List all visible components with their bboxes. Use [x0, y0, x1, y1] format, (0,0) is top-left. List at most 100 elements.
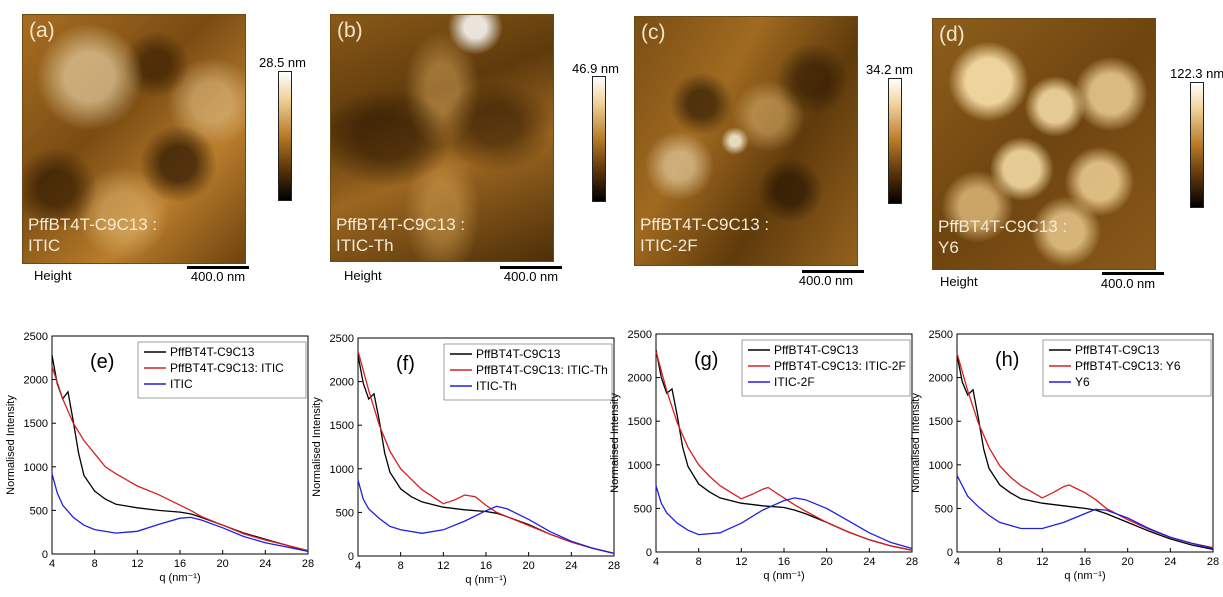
- colorbar-max-label: 34.2 nm: [866, 62, 913, 77]
- afm-panel-c: (c) PffBT4T-C9C13 : ITIC-2F 400.0 nm: [634, 16, 894, 288]
- legend-label: ITIC-2F: [774, 375, 815, 389]
- chart-h-svg: 4 8 12 16 20 24 28 0 500 1000 1500 2000 2500 q (nm⁻¹)…: [910, 329, 1219, 582]
- panel-letter: (b): [337, 19, 363, 42]
- panel-letter: (d): [939, 23, 965, 46]
- sample-label: PffBT4T-C9C13 : Y6: [938, 217, 1068, 257]
- scale-label: 400.0 nm: [798, 273, 854, 288]
- y-tick-label: 1000: [330, 464, 354, 476]
- x-tick-label: 20: [1122, 556, 1134, 568]
- y-axis-label: Normalised Intensity: [5, 395, 17, 495]
- legend-label: PffBT4T-C9C13: [774, 343, 859, 357]
- series-line-2: [357, 479, 615, 555]
- sample-label: PffBT4T-C9C13 : ITIC-2F: [640, 215, 770, 255]
- y-tick-label: 1500: [24, 418, 48, 430]
- y-tick-label: 2000: [929, 373, 953, 385]
- y-tick-label: 500: [935, 503, 953, 515]
- y-tick-label: 0: [947, 547, 953, 559]
- y-axis-label: Normalised Intensity: [311, 397, 323, 497]
- series-line-2: [655, 485, 913, 550]
- y-tick-label: 0: [348, 551, 354, 563]
- series-line-1: [655, 351, 913, 551]
- x-tick-label: 20: [821, 556, 833, 568]
- x-tick-label: 24: [565, 560, 577, 572]
- chart-g: 4 8 12 16 20 24 28 0 500 1000 1500 2000 2500 q (nm⁻¹)…: [604, 326, 922, 588]
- height-label: Height: [34, 268, 72, 283]
- x-tick-label: 8: [997, 556, 1003, 568]
- legend-label: ITIC: [170, 377, 193, 391]
- y-tick-label: 2000: [628, 373, 652, 385]
- x-tick-label: 4: [954, 556, 960, 568]
- x-axis-label: q (nm⁻¹): [763, 570, 804, 582]
- afm-height-image: [22, 14, 246, 264]
- sample-label: PffBT4T-C9C13 : ITIC: [28, 215, 158, 255]
- legend-label: PffBT4T-C9C13: [170, 345, 255, 359]
- scale-bar: [187, 266, 249, 269]
- legend-label: Y6: [1075, 375, 1090, 389]
- x-tick-label: 8: [398, 560, 404, 572]
- y-tick-label: 500: [30, 505, 48, 517]
- x-tick-label: 24: [863, 556, 875, 568]
- series-line-0: [956, 354, 1214, 551]
- chart-e: 4 8 12 16 20 24 28 0 500 1000 1500 2000 2500 q (nm⁻¹)…: [0, 328, 318, 590]
- legend-label: PffBT4T-C9C13: ITIC: [170, 361, 284, 375]
- x-axis-label: q (nm⁻¹): [1064, 570, 1105, 582]
- x-tick-label: 20: [523, 560, 535, 572]
- y-tick-label: 2500: [929, 329, 953, 341]
- series-line-1: [51, 366, 309, 552]
- colorbar-max-label: 46.9 nm: [572, 61, 619, 76]
- x-tick-label: 4: [653, 556, 659, 568]
- y-tick-label: 2000: [330, 377, 354, 389]
- x-tick-label: 28: [906, 556, 918, 568]
- x-tick-label: 12: [1036, 556, 1048, 568]
- x-tick-label: 8: [696, 556, 702, 568]
- afm-panel-a: (a) PffBT4T-C9C13 : ITIC Height 400.0 nm: [22, 14, 282, 284]
- y-tick-label: 1500: [628, 416, 652, 428]
- chart-h: 4 8 12 16 20 24 28 0 500 1000 1500 2000 2500 q (nm⁻¹)…: [905, 326, 1223, 588]
- panel-letter: (e): [90, 351, 114, 373]
- colorbar: [592, 76, 606, 202]
- height-label: Height: [344, 268, 382, 283]
- chart-f-svg: 4 8 12 16 20 24 28 0 500 1000 1500 2000 2500 q (nm⁻¹)…: [311, 333, 620, 586]
- x-tick-label: 8: [92, 558, 98, 570]
- x-tick-label: 12: [131, 558, 143, 570]
- height-label: Height: [940, 274, 978, 289]
- y-tick-label: 1000: [628, 460, 652, 472]
- colorbar-max-label: 122.3 nm: [1170, 66, 1223, 81]
- y-tick-label: 2500: [330, 333, 354, 345]
- scale-bar: [1102, 272, 1164, 275]
- y-tick-label: 2500: [24, 331, 48, 343]
- y-tick-label: 1000: [929, 460, 953, 472]
- colorbar: [1190, 82, 1204, 208]
- y-tick-label: 2500: [628, 329, 652, 341]
- series-line-2: [956, 475, 1214, 550]
- y-tick-label: 1000: [24, 462, 48, 474]
- panel-letter: (g): [694, 349, 718, 371]
- colorbar: [888, 78, 902, 204]
- panel-letter: (a): [29, 19, 55, 42]
- x-tick-label: 16: [778, 556, 790, 568]
- colorbar-max-label: 28.5 nm: [259, 55, 306, 70]
- legend-label: PffBT4T-C9C13: ITIC-Th: [476, 363, 608, 377]
- x-tick-label: 16: [1079, 556, 1091, 568]
- panel-letter: (h): [995, 349, 1019, 371]
- x-tick-label: 16: [480, 560, 492, 572]
- series-line-2: [51, 473, 309, 553]
- y-tick-label: 1500: [929, 416, 953, 428]
- series-line-1: [956, 353, 1214, 549]
- scale-label: 400.0 nm: [190, 269, 246, 284]
- y-tick-label: 500: [634, 503, 652, 515]
- scale-bar: [500, 266, 562, 269]
- afm-height-image: [634, 16, 858, 266]
- y-tick-label: 2000: [24, 375, 48, 387]
- panel-letter: (c): [641, 21, 666, 44]
- legend-label: PffBT4T-C9C13: [476, 347, 561, 361]
- x-tick-label: 12: [735, 556, 747, 568]
- legend-label: PffBT4T-C9C13: ITIC-2F: [774, 359, 906, 373]
- chart-f: 4 8 12 16 20 24 28 0 500 1000 1500 2000 2500 q (nm⁻¹)…: [306, 330, 624, 592]
- y-tick-label: 0: [646, 547, 652, 559]
- legend-label: PffBT4T-C9C13: Y6: [1075, 359, 1181, 373]
- sample-label: PffBT4T-C9C13 : ITIC-Th: [336, 215, 466, 255]
- afm-panel-b: (b) PffBT4T-C9C13 : ITIC-Th Height 400.0…: [330, 14, 590, 284]
- x-tick-label: 28: [1207, 556, 1219, 568]
- afm-height-image: [932, 18, 1156, 270]
